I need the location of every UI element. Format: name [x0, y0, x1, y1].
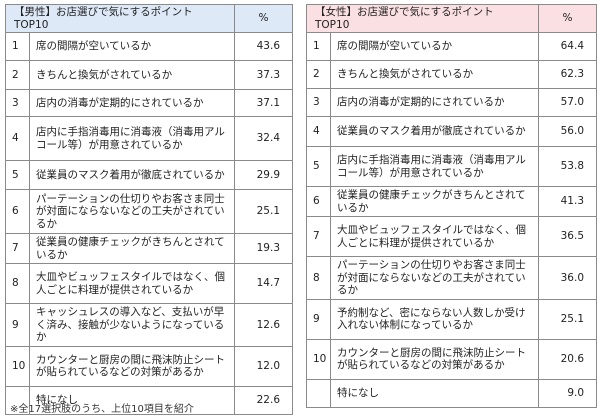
item-label-cell: 予約制など、密にならない人数しか受け入れない体制になっているか — [329, 298, 540, 340]
percent-value-cell: 36.0 — [538, 256, 598, 300]
rank-cell: 5 — [5, 160, 30, 190]
male-table-body: 1 席の間隔が空いているか 43.6 2 きちんと換気がされているか 37.3 3 店内の消毒… — [5, 32, 294, 415]
table-row: 9 キャッシュレスの導入など、支払いが早く済み、接触が少ないようになっているか 12… — [5, 303, 294, 347]
female-table-header: 【女性】お店選びで気にするポイント TOP10 % — [305, 4, 598, 33]
rank-cell: 10 — [306, 338, 331, 380]
female-table-title: 【女性】お店選びで気にするポイント TOP10 — [305, 4, 540, 33]
item-label-cell: 大皿やビュッフェスタイルではなく、個人ごとに料理が提供されているか — [28, 263, 236, 305]
item-label-cell: 店内の消毒が定期的にされているか — [329, 88, 540, 117]
table-row: 4 従業員のマスク着用が徹底されているか 56.0 — [306, 116, 598, 147]
table-row: 5 店内に手指消毒用に消毒液（消毒用アルコール等）が用意されているか 53.8 — [306, 146, 598, 187]
item-label-cell: パーテーションの仕切りやお客さま同士が対面にならないなどの工夫がされているか — [329, 256, 540, 300]
rank-cell: 9 — [5, 303, 30, 347]
table-row: 4 店内に手指消毒用に消毒液（消毒用アルコール等）が用意されているか 32.4 — [5, 116, 294, 161]
female-table-body: 1 席の間隔が空いているか 64.4 2 きちんと換気がされているか 62.3 3 店内の消毒… — [306, 32, 598, 408]
table-row: 10 カウンターと厨房の間に飛沫防止シートが貼られているなどの対策があるか 12.0 — [5, 345, 294, 387]
percent-value-cell: 20.6 — [538, 338, 598, 380]
male-ranking-table: 【男性】お店選びで気にするポイント TOP10 % 1 席の間隔が空いているか 43… — [4, 4, 294, 415]
item-label-cell: 従業員のマスク着用が徹底されているか — [329, 116, 540, 147]
table-row: 8 パーテーションの仕切りやお客さま同士が対面にならないなどの工夫がされているか 3… — [306, 256, 598, 300]
female-ranking-table: 【女性】お店選びで気にするポイント TOP10 % 1 席の間隔が空いているか 64… — [305, 4, 598, 408]
item-label-cell: 店内の消毒が定期的にされているか — [28, 89, 236, 117]
percent-value-cell: 41.3 — [538, 185, 598, 218]
table-row: 9 予約制など、密にならない人数しか受け入れない体制になっているか 25.1 — [306, 298, 598, 340]
rank-cell: 4 — [5, 116, 30, 161]
item-label-cell: 従業員の健康チェックがきちんとされているか — [329, 185, 540, 218]
percent-value-cell: 32.4 — [234, 116, 294, 161]
table-row: 3 店内の消毒が定期的にされているか 57.0 — [306, 88, 598, 117]
rank-cell: 9 — [306, 298, 331, 340]
table-row: 6 パーテーションの仕切りやお客さま同士が対面にならないなどの工夫がされているか 2… — [5, 189, 294, 234]
percent-value-cell: 37.1 — [234, 89, 294, 117]
table-row: 特になし 9.0 — [306, 378, 598, 408]
item-label-cell: 従業員の健康チェックがきちんとされているか — [28, 232, 236, 265]
percent-value-cell: 43.6 — [234, 32, 294, 61]
rank-cell: 10 — [5, 345, 30, 387]
rank-cell: 8 — [306, 256, 331, 300]
table-row: 1 席の間隔が空いているか 64.4 — [306, 32, 598, 61]
percent-value-cell: 25.1 — [234, 189, 294, 234]
percent-value-cell: 62.3 — [538, 60, 598, 89]
male-table-title: 【男性】お店選びで気にするポイント TOP10 — [4, 4, 236, 33]
male-percent-header: % — [234, 4, 294, 33]
percent-value-cell: 25.1 — [538, 298, 598, 340]
table-row: 7 従業員の健康チェックがきちんとされているか 19.3 — [5, 232, 294, 265]
footnote: ※全17選択肢のうち、上位10項目を紹介 — [10, 404, 194, 415]
percent-value-cell: 22.6 — [234, 385, 294, 415]
table-row: 3 店内の消毒が定期的にされているか 37.1 — [5, 89, 294, 117]
female-percent-header: % — [538, 4, 598, 33]
percent-value-cell: 56.0 — [538, 116, 598, 147]
rank-cell: 1 — [306, 32, 331, 61]
rank-cell: 4 — [306, 116, 331, 147]
percent-value-cell: 57.0 — [538, 88, 598, 117]
percent-value-cell: 12.0 — [234, 345, 294, 387]
rank-cell: 8 — [5, 263, 30, 305]
item-label-cell: キャッシュレスの導入など、支払いが早く済み、接触が少ないようになっているか — [28, 303, 236, 347]
table-row: 2 きちんと換気がされているか 37.3 — [5, 60, 294, 90]
table-row: 7 大皿やビュッフェスタイルではなく、個人ごとに料理が提供されているか 36.5 — [306, 216, 598, 258]
table-row: 1 席の間隔が空いているか 43.6 — [5, 32, 294, 61]
rank-cell: 3 — [5, 89, 30, 117]
rank-cell: 6 — [5, 189, 30, 234]
percent-value-cell: 64.4 — [538, 32, 598, 61]
rank-cell — [306, 378, 331, 408]
item-label-cell: きちんと換気がされているか — [329, 60, 540, 89]
table-row: 2 きちんと換気がされているか 62.3 — [306, 60, 598, 89]
percent-value-cell: 9.0 — [538, 378, 598, 408]
item-label-cell: 従業員のマスク着用が徹底されているか — [28, 160, 236, 190]
item-label-cell: 席の間隔が空いているか — [329, 32, 540, 61]
table-row: 6 従業員の健康チェックがきちんとされているか 41.3 — [306, 185, 598, 218]
rank-cell — [5, 385, 30, 415]
item-label-cell: パーテーションの仕切りやお客さま同士が対面にならないなどの工夫がされているか — [28, 189, 236, 234]
item-label-cell: 店内に手指消毒用に消毒液（消毒用アルコール等）が用意されているか — [28, 116, 236, 161]
percent-value-cell: 12.6 — [234, 303, 294, 347]
male-table-header: 【男性】お店選びで気にするポイント TOP10 % — [4, 4, 294, 33]
percent-value-cell: 37.3 — [234, 60, 294, 90]
table-row: 5 従業員のマスク着用が徹底されているか 29.9 — [5, 160, 294, 190]
item-label-cell: 大皿やビュッフェスタイルではなく、個人ごとに料理が提供されているか — [329, 216, 540, 258]
item-label-cell: 特になし — [329, 378, 540, 408]
percent-value-cell: 36.5 — [538, 216, 598, 258]
rank-cell: 2 — [306, 60, 331, 89]
rank-cell: 5 — [306, 146, 331, 187]
item-label-cell: 特になし — [28, 385, 236, 415]
rank-cell: 7 — [306, 216, 331, 258]
rank-cell: 3 — [306, 88, 331, 117]
percent-value-cell: 29.9 — [234, 160, 294, 190]
item-label-cell: 店内に手指消毒用に消毒液（消毒用アルコール等）が用意されているか — [329, 146, 540, 187]
item-label-cell: カウンターと厨房の間に飛沫防止シートが貼られているなどの対策があるか — [28, 345, 236, 387]
item-label-cell: カウンターと厨房の間に飛沫防止シートが貼られているなどの対策があるか — [329, 338, 540, 380]
percent-value-cell: 14.7 — [234, 263, 294, 305]
rank-cell: 1 — [5, 32, 30, 61]
table-row: 10 カウンターと厨房の間に飛沫防止シートが貼られているなどの対策があるか 20.6 — [306, 338, 598, 380]
percent-value-cell: 19.3 — [234, 232, 294, 265]
item-label-cell: 席の間隔が空いているか — [28, 32, 236, 61]
table-row: 特になし 22.6 — [5, 385, 294, 415]
item-label-cell: きちんと換気がされているか — [28, 60, 236, 90]
table-row: 8 大皿やビュッフェスタイルではなく、個人ごとに料理が提供されているか 14.7 — [5, 263, 294, 305]
percent-value-cell: 53.8 — [538, 146, 598, 187]
rank-cell: 7 — [5, 232, 30, 265]
rank-cell: 2 — [5, 60, 30, 90]
rank-cell: 6 — [306, 185, 331, 218]
